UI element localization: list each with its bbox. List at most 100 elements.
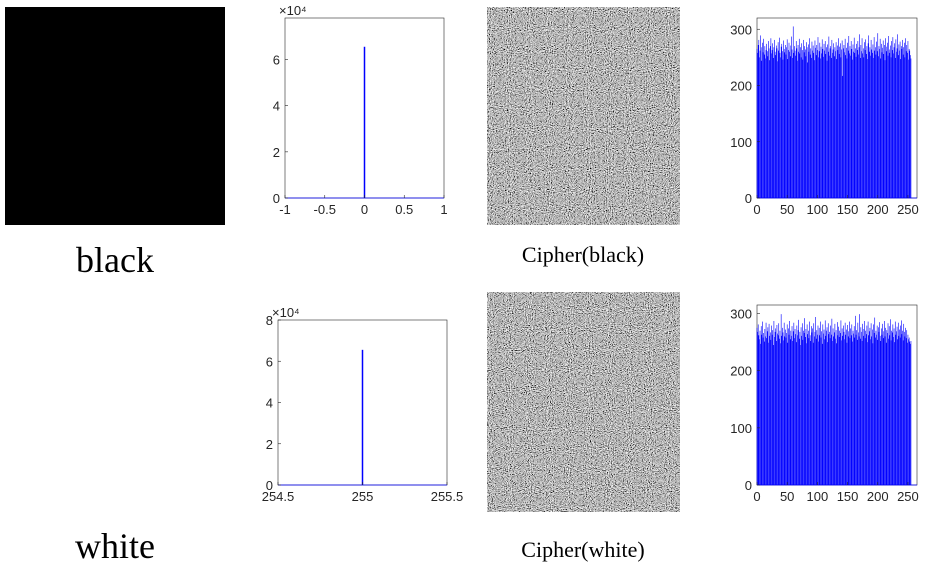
bar bbox=[759, 339, 760, 485]
bar bbox=[897, 327, 898, 485]
bar bbox=[873, 58, 874, 198]
bar bbox=[837, 46, 838, 198]
bar bbox=[758, 324, 759, 485]
bar bbox=[881, 44, 882, 198]
bar bbox=[772, 335, 773, 485]
bar bbox=[772, 330, 773, 485]
bar bbox=[853, 334, 854, 485]
bar bbox=[823, 57, 824, 198]
bar bbox=[774, 321, 775, 485]
bar bbox=[798, 45, 799, 198]
y-tick-label: 2 bbox=[266, 437, 273, 452]
y-multiplier: ×10⁴ bbox=[279, 3, 307, 18]
bar bbox=[896, 39, 897, 198]
bar bbox=[867, 342, 868, 485]
bar bbox=[874, 51, 875, 198]
bar bbox=[895, 322, 896, 485]
bar bbox=[905, 328, 906, 485]
bar bbox=[777, 61, 778, 198]
bar bbox=[845, 335, 846, 485]
bar bbox=[839, 331, 840, 485]
bar bbox=[904, 43, 905, 198]
bar bbox=[837, 322, 838, 485]
bar bbox=[777, 325, 778, 485]
bar bbox=[875, 47, 876, 198]
bar bbox=[902, 40, 903, 198]
bar bbox=[770, 332, 771, 485]
bar bbox=[859, 34, 860, 198]
bar bbox=[893, 37, 894, 198]
bar bbox=[362, 350, 364, 485]
bar bbox=[798, 320, 799, 485]
bar bbox=[795, 51, 796, 198]
bar bbox=[851, 41, 852, 198]
bar bbox=[859, 314, 860, 485]
bar bbox=[857, 340, 858, 485]
bar bbox=[841, 57, 842, 198]
bar bbox=[767, 331, 768, 485]
bar bbox=[847, 43, 848, 198]
bar bbox=[869, 52, 870, 198]
bar bbox=[868, 43, 869, 198]
bar bbox=[871, 336, 872, 485]
bar bbox=[848, 36, 849, 198]
bar bbox=[845, 323, 846, 485]
bar bbox=[823, 334, 824, 485]
bar bbox=[832, 40, 833, 198]
bar bbox=[793, 26, 794, 198]
bar bbox=[866, 334, 867, 485]
bar bbox=[829, 37, 830, 198]
bar bbox=[778, 42, 779, 198]
bar bbox=[827, 327, 828, 485]
bar bbox=[771, 38, 772, 198]
bar bbox=[775, 55, 776, 198]
bar bbox=[830, 338, 831, 485]
bar bbox=[882, 335, 883, 485]
bar bbox=[867, 326, 868, 485]
bar bbox=[880, 336, 881, 485]
bar bbox=[902, 331, 903, 485]
bar bbox=[858, 332, 859, 485]
bar bbox=[760, 51, 761, 198]
bar bbox=[888, 323, 889, 485]
bar bbox=[896, 335, 897, 485]
bar bbox=[849, 322, 850, 485]
bar bbox=[792, 58, 793, 198]
bar bbox=[812, 332, 813, 485]
bar bbox=[808, 331, 809, 485]
bar bbox=[768, 41, 769, 198]
bar bbox=[778, 335, 779, 485]
bar bbox=[818, 342, 819, 485]
bar bbox=[833, 336, 834, 485]
bar bbox=[810, 55, 811, 198]
bar bbox=[835, 339, 836, 485]
bar bbox=[781, 336, 782, 485]
bar bbox=[806, 343, 807, 485]
bar bbox=[879, 322, 880, 485]
y-tick-label: 0 bbox=[745, 191, 752, 206]
bar bbox=[801, 327, 802, 485]
bar bbox=[836, 330, 837, 485]
x-tick-label: 250 bbox=[897, 489, 919, 504]
bar bbox=[862, 38, 863, 198]
bar bbox=[843, 48, 844, 198]
y-tick-label: 200 bbox=[730, 79, 752, 94]
bar bbox=[812, 42, 813, 198]
bar bbox=[799, 339, 800, 485]
bar bbox=[899, 336, 900, 485]
bar bbox=[841, 50, 842, 199]
bar bbox=[809, 38, 810, 198]
bar bbox=[847, 325, 848, 485]
bar bbox=[783, 332, 784, 485]
bar bbox=[852, 342, 853, 485]
bar bbox=[856, 330, 857, 485]
bar bbox=[855, 316, 856, 485]
x-tick-label: 100 bbox=[807, 489, 829, 504]
y-tick-label: 0 bbox=[266, 478, 273, 493]
bar bbox=[808, 44, 809, 198]
bar bbox=[843, 326, 844, 485]
y-tick-label: 100 bbox=[730, 135, 752, 150]
bar bbox=[789, 52, 790, 198]
bar bbox=[782, 51, 783, 198]
bar bbox=[844, 52, 845, 198]
